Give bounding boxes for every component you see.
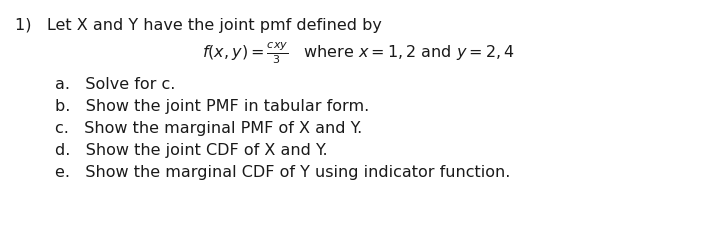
Text: d.   Show the joint CDF of X and Y.: d. Show the joint CDF of X and Y. — [55, 143, 328, 158]
Text: b.   Show the joint PMF in tabular form.: b. Show the joint PMF in tabular form. — [55, 99, 369, 114]
Text: e.   Show the marginal CDF of Y using indicator function.: e. Show the marginal CDF of Y using indi… — [55, 165, 511, 180]
Text: 1)   Let X and Y have the joint pmf defined by: 1) Let X and Y have the joint pmf define… — [15, 18, 382, 33]
Text: a.   Solve for c.: a. Solve for c. — [55, 77, 175, 92]
Text: $f(x, y) = \frac{cxy}{3}$   where $x = 1,2$ and $y = 2,4$: $f(x, y) = \frac{cxy}{3}$ where $x = 1,2… — [202, 40, 514, 66]
Text: c.   Show the marginal PMF of X and Y.: c. Show the marginal PMF of X and Y. — [55, 121, 362, 136]
